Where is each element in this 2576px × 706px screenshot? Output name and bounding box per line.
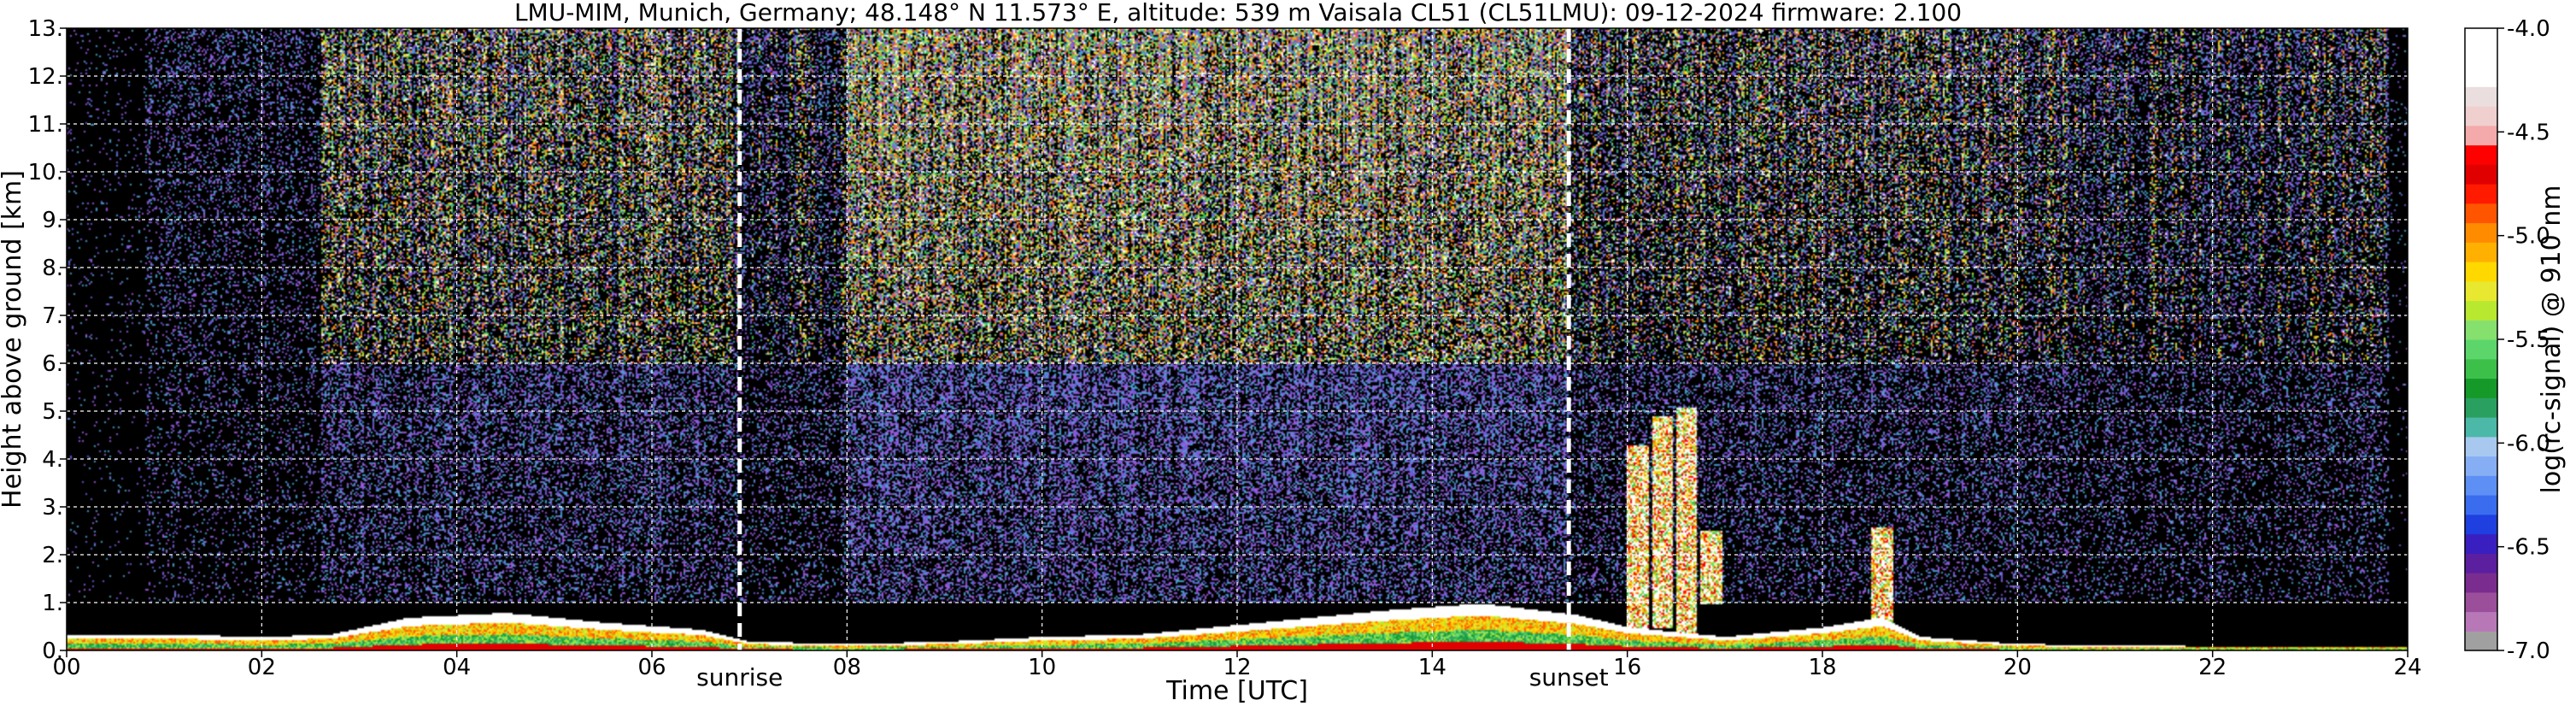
- y-tick-label: 10.: [28, 160, 63, 185]
- x-tick-label: 24: [2393, 655, 2421, 680]
- y-tick-label: 1.: [42, 591, 63, 616]
- x-tick-label: 12: [1223, 655, 1251, 680]
- y-tick-label: 9.: [42, 208, 63, 233]
- x-tick-label: 22: [2198, 655, 2227, 680]
- colorbar-swatch: [2465, 164, 2497, 185]
- colorbar-swatch: [2465, 300, 2497, 321]
- chart-title: LMU-MIM, Munich, Germany; 48.148° N 11.5…: [514, 0, 1962, 26]
- colorbar-swatch: [2465, 106, 2497, 126]
- colorbar-swatch: [2465, 631, 2497, 651]
- colorbar-swatch: [2465, 611, 2497, 632]
- x-tick-label: 08: [833, 655, 861, 680]
- colorbar-swatches: [2465, 28, 2497, 651]
- colorbar-swatch: [2465, 378, 2497, 398]
- y-axis-label: Height above ground [km]: [0, 170, 27, 509]
- colorbar-swatch: [2465, 339, 2497, 360]
- colorbar-swatch: [2465, 242, 2497, 262]
- marker-label-sunset: sunset: [1529, 663, 1609, 691]
- x-tick-label: 00: [52, 655, 80, 680]
- x-tick-label: 10: [1028, 655, 1056, 680]
- colorbar-swatch: [2465, 553, 2497, 574]
- x-tick-label: 06: [637, 655, 666, 680]
- colorbar-swatch: [2465, 125, 2497, 146]
- y-tick-label: 13.: [28, 16, 63, 42]
- y-axis-ticks: 0. 1. 2. 3. 4. 5. 6. 7. 8. 9. 10. 11. 12. 13.: [28, 16, 67, 664]
- x-tick-label: 18: [1808, 655, 1836, 680]
- colorbar-swatch: [2465, 203, 2497, 224]
- y-tick-label: 0.: [42, 638, 63, 664]
- colorbar-tick-label: -7.0: [2507, 638, 2550, 664]
- colorbar-swatch: [2465, 397, 2497, 418]
- colorbar-tick-label: -4.0: [2507, 16, 2550, 42]
- colorbar-label: log(rc-signal) @ 910 nm: [2537, 185, 2567, 494]
- colorbar-swatch: [2465, 417, 2497, 438]
- colorbar-swatch: [2465, 514, 2497, 535]
- y-tick-label: 5.: [42, 399, 63, 425]
- y-tick-label: 2.: [42, 543, 63, 568]
- colorbar-tick-label: -4.5: [2507, 120, 2550, 145]
- colorbar-swatch: [2465, 86, 2497, 107]
- x-tick-label: 14: [1418, 655, 1446, 680]
- colorbar-swatch: [2465, 28, 2497, 49]
- colorbar-tick-label: -5.5: [2507, 327, 2550, 353]
- y-tick-label: 8.: [42, 256, 63, 281]
- colorbar-swatch: [2465, 591, 2497, 613]
- colorbar-ticks: -7.0 -6.5 -6.0 -5.5 -5.0 -4.5 -4.0: [2497, 16, 2550, 664]
- colorbar-swatch: [2465, 184, 2497, 204]
- grid-lines: [67, 28, 2408, 650]
- x-tick-label: 04: [443, 655, 471, 680]
- colorbar-swatch: [2465, 475, 2497, 496]
- colorbar-swatch: [2465, 222, 2497, 243]
- y-tick-label: 12.: [28, 64, 63, 90]
- y-tick-label: 4.: [42, 447, 63, 473]
- colorbar-swatch: [2465, 495, 2497, 515]
- x-tick-label: 16: [1613, 655, 1641, 680]
- colorbar-swatch: [2465, 533, 2497, 554]
- colorbar-tick-label: -6.0: [2507, 431, 2550, 456]
- colorbar-swatch: [2465, 573, 2497, 593]
- colorbar-swatch: [2465, 47, 2497, 68]
- x-axis-ticks: 00 02 04 06 08 10 12 14 16 18 20 22 24: [52, 650, 2422, 680]
- colorbar-swatch: [2465, 436, 2497, 457]
- colorbar-swatch: [2465, 262, 2497, 282]
- sun-markers: sunrise sunset: [696, 28, 1609, 691]
- y-tick-label: 6.: [42, 351, 63, 377]
- colorbar-swatch: [2465, 144, 2497, 165]
- y-tick-label: 3.: [42, 495, 63, 521]
- colorbar-swatch: [2465, 280, 2497, 302]
- colorbar-swatch: [2465, 320, 2497, 340]
- colorbar-swatch: [2465, 67, 2497, 87]
- colorbar: -7.0 -6.5 -6.0 -5.5 -5.0 -4.5 -4.0 log(rc-sign…: [2464, 16, 2567, 664]
- plot-area: sunrise sunset: [66, 27, 2409, 691]
- y-tick-label: 7.: [42, 303, 63, 329]
- x-tick-label: 20: [2004, 655, 2032, 680]
- y-tick-label: 11.: [28, 112, 63, 138]
- colorbar-swatch: [2465, 456, 2497, 476]
- x-tick-label: 02: [248, 655, 276, 680]
- colorbar-tick-label: -5.0: [2507, 224, 2550, 250]
- x-axis-label: Time [UTC]: [1165, 676, 1308, 706]
- marker-label-sunrise: sunrise: [696, 663, 783, 691]
- colorbar-swatch: [2465, 358, 2497, 379]
- colorbar-tick-label: -6.5: [2507, 535, 2550, 561]
